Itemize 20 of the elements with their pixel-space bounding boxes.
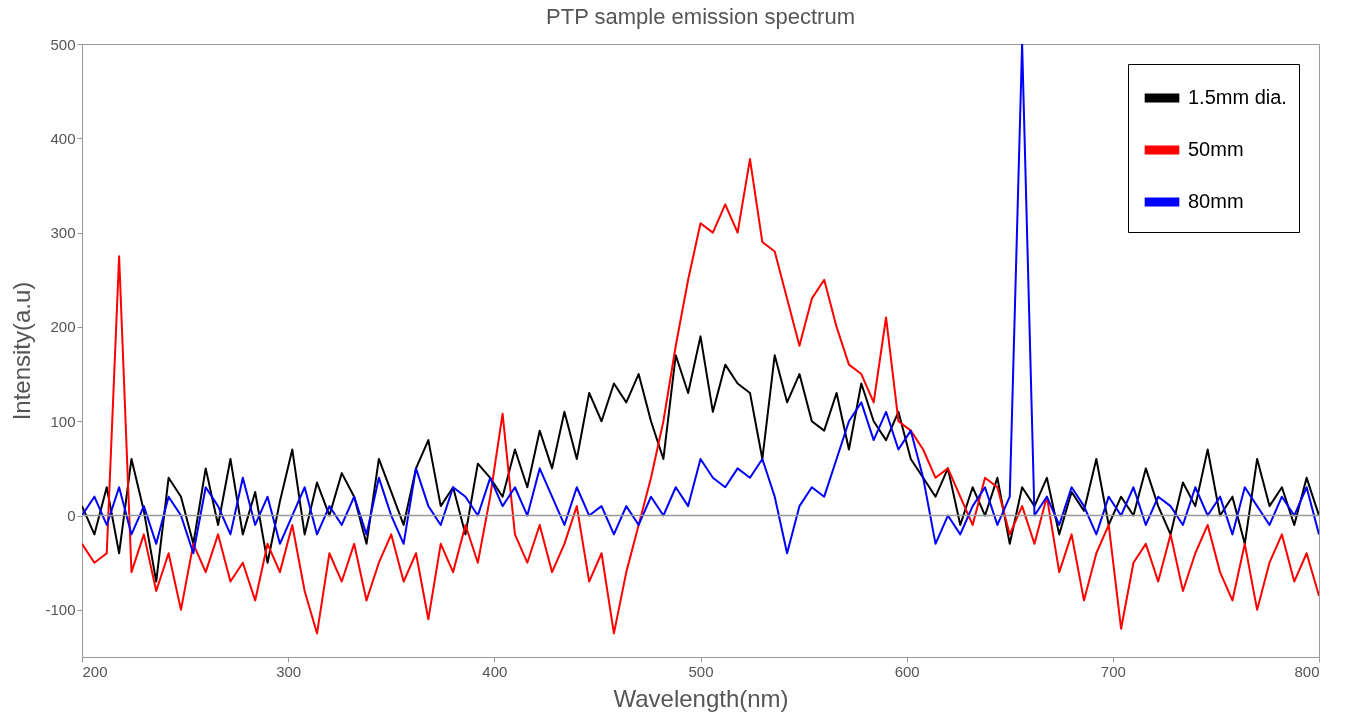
x-tick-label: 300 xyxy=(276,662,302,680)
x-tick-label: 800 xyxy=(1294,662,1320,680)
chart-title: PTP sample emission spectrum xyxy=(546,4,855,29)
x-tick-label: 200 xyxy=(82,662,108,680)
x-tick-label: 700 xyxy=(1100,662,1126,680)
y-axis-title: Intensity(a.u) xyxy=(8,281,36,421)
legend-label: 50mm xyxy=(1188,138,1244,160)
legend-label: 80mm xyxy=(1188,190,1244,212)
y-tick-label: 0 xyxy=(67,507,76,525)
legend-label: 1.5mm dia. xyxy=(1188,86,1287,108)
x-tick-label: 500 xyxy=(688,662,714,680)
y-tick-label: 500 xyxy=(50,35,76,53)
y-tick-label: -100 xyxy=(45,601,76,619)
x-axis-title: Wavelength(nm) xyxy=(613,684,789,712)
y-tick-label: 300 xyxy=(50,224,76,242)
y-tick-label: 400 xyxy=(50,129,76,147)
x-tick-label: 600 xyxy=(894,662,920,680)
y-tick-label: 200 xyxy=(50,318,76,336)
y-tick-label: 100 xyxy=(50,412,76,430)
x-tick-label: 400 xyxy=(482,662,508,680)
